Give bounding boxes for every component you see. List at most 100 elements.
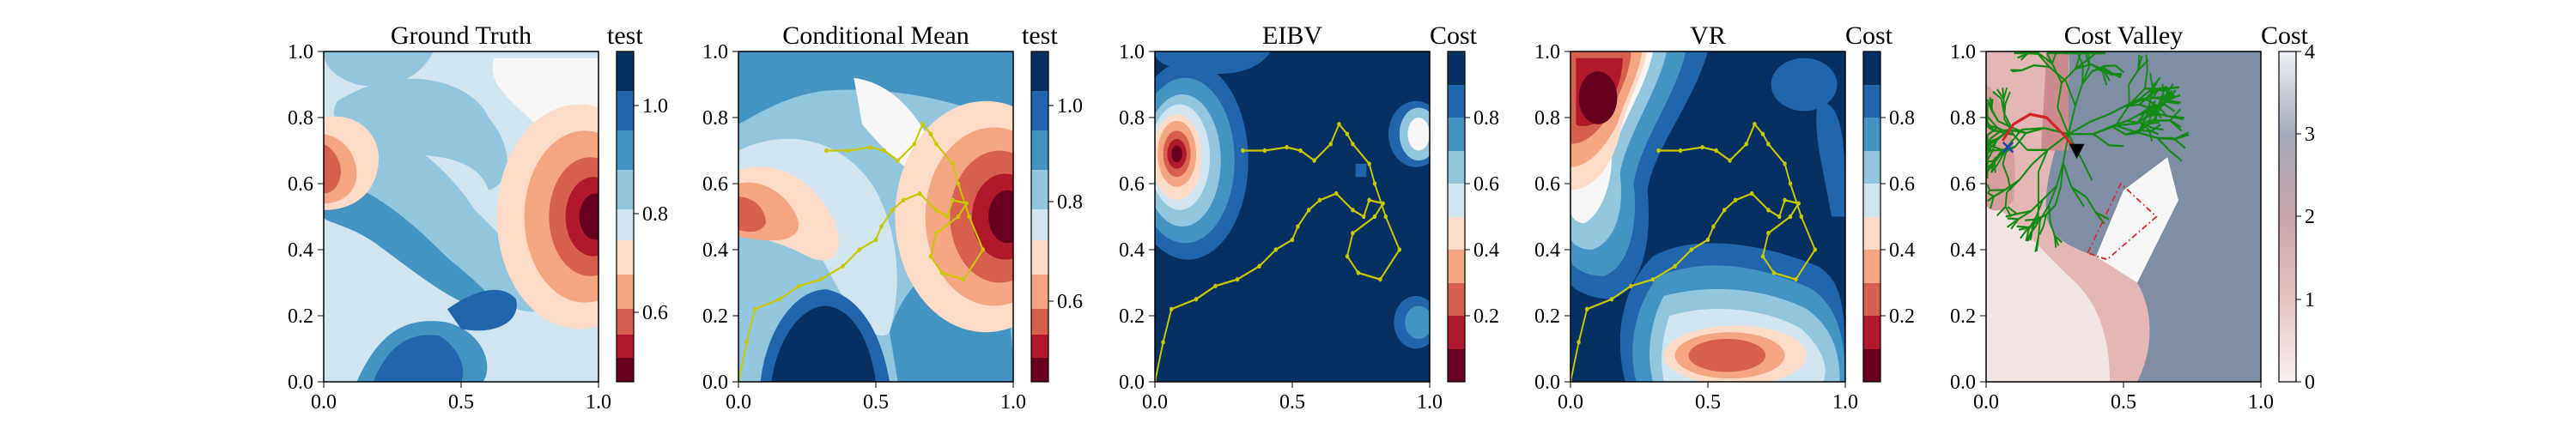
tree-branch	[2020, 52, 2029, 61]
colorbar-label: test	[607, 21, 643, 50]
path-waypoint	[1799, 214, 1804, 220]
y-tick-label: 0.2	[702, 305, 728, 328]
tree-branch	[2048, 204, 2051, 222]
path-waypoint	[1577, 340, 1581, 345]
start-marker-stroke	[2002, 141, 2014, 154]
colorbar-tick-label: 0.6	[642, 302, 668, 324]
tree-branch	[2125, 129, 2140, 136]
y-axis: 0.0 0.2 0.4 0.6 0.8 1.0	[1534, 41, 1571, 394]
path-waypoint	[1290, 237, 1295, 243]
y-tick-label: 0.8	[288, 107, 313, 130]
tree-branch	[1989, 130, 2001, 141]
tree-branch	[2115, 104, 2130, 127]
heatmap-cost-valley	[1986, 51, 2261, 382]
tree-branch	[2004, 206, 2012, 218]
tree-branch	[2031, 148, 2049, 166]
tree-branch	[2007, 178, 2011, 190]
path-waypoint	[1733, 197, 1738, 202]
path-waypoint	[967, 214, 972, 220]
tree-branch	[1986, 190, 1990, 195]
colorbar-segment	[1031, 275, 1048, 309]
path-waypoint	[777, 297, 782, 302]
path-waypoint	[981, 247, 986, 252]
tree-branch	[2139, 88, 2152, 100]
path-waypoint	[1351, 208, 1355, 213]
colorbar-label: Cost	[1430, 21, 1478, 50]
path-waypoint	[1766, 231, 1771, 236]
tree-branch	[2014, 132, 2027, 148]
colorbar-tick-label: 0.8	[1057, 191, 1083, 214]
colorbar-segment	[1031, 51, 1048, 91]
colorbar-segment	[1031, 91, 1048, 130]
x-tick-label: 0.5	[2111, 391, 2136, 414]
y-tick-label: 0.0	[1119, 372, 1145, 394]
obstacle-outline	[2087, 182, 2158, 261]
path-waypoint	[1771, 270, 1777, 275]
path-waypoint	[1749, 190, 1754, 196]
tree-branch	[1990, 160, 1996, 173]
tree-branch	[2016, 209, 2032, 215]
path-waypoint	[818, 276, 823, 282]
path-waypoint	[934, 142, 939, 147]
tree-branch	[2128, 69, 2139, 86]
panel-title: EIBV	[1262, 21, 1322, 50]
colorbar-tick-label: 0.4	[1473, 239, 1499, 262]
y-tick-label: 0.6	[288, 173, 313, 196]
colorbar-segment	[1448, 217, 1465, 250]
tree-branch	[2064, 81, 2076, 106]
tree-branch	[2053, 235, 2060, 247]
start-marker	[2002, 141, 2014, 154]
path-waypoint	[1306, 208, 1311, 213]
tree-branch	[2045, 204, 2057, 216]
path-waypoint	[1783, 197, 1787, 202]
path-waypoint	[857, 247, 862, 252]
y-tick-label: 0.4	[1534, 239, 1560, 262]
tree-branch	[2129, 98, 2146, 106]
tree-branch	[1990, 148, 2002, 152]
path-waypoint	[962, 276, 966, 282]
tree-branch	[2049, 221, 2056, 236]
path-waypoint	[1673, 263, 1677, 269]
colorbar-segment	[1031, 309, 1048, 335]
panel-conditional-mean: Conditional Mean 0.0	[702, 21, 1083, 414]
path-waypoint	[956, 181, 961, 186]
colorbar-tick-label: 0.8	[642, 203, 668, 226]
tree-branch	[2018, 163, 2032, 181]
panel-ground-truth: Ground Truth	[288, 21, 668, 414]
path-waypoint	[1241, 148, 1245, 154]
path-waypoint	[1796, 201, 1801, 206]
colorbar-segment	[1448, 118, 1465, 151]
planned-route	[2002, 112, 2078, 152]
contour-region	[579, 193, 598, 240]
tree-branch	[2108, 105, 2125, 116]
tree-branch	[2025, 229, 2030, 242]
y-tick-label: 0.8	[1119, 107, 1145, 130]
y-tick-label: 0.0	[1534, 372, 1560, 394]
x-tick-label: 0.5	[1695, 391, 1721, 414]
path-waypoint	[1656, 148, 1661, 154]
colorbar-tick-label: 4	[2305, 41, 2315, 63]
path-waypoint	[1766, 208, 1771, 213]
tree-branch	[1997, 119, 2012, 129]
path-waypoint	[1285, 144, 1289, 150]
y-tick-label: 0.6	[1119, 173, 1145, 196]
path-waypoint	[1169, 306, 1174, 311]
tree-branch	[2092, 64, 2105, 73]
path-waypoint	[956, 214, 961, 220]
colorbar-segment	[1448, 184, 1465, 217]
tree-branch	[2136, 131, 2158, 140]
path-waypoint	[1650, 276, 1656, 282]
colorbar-tick-label: 1	[2305, 289, 2315, 311]
x-tick-label: 0.0	[726, 391, 751, 414]
heatmap-eibv	[1155, 51, 1430, 382]
x-tick-label: 0.5	[1279, 391, 1305, 414]
y-tick-label: 0.6	[1950, 173, 1976, 196]
tree-branch	[2004, 91, 2011, 105]
path-waypoint	[1722, 208, 1727, 213]
y-tick-label: 0.0	[288, 372, 313, 394]
path-waypoint	[1705, 237, 1710, 243]
tree-branch	[2081, 159, 2093, 181]
colorbar-gradient	[2279, 51, 2296, 382]
colorbar-tick-label: 0.6	[1057, 291, 1083, 313]
path-waypoint	[951, 197, 955, 202]
